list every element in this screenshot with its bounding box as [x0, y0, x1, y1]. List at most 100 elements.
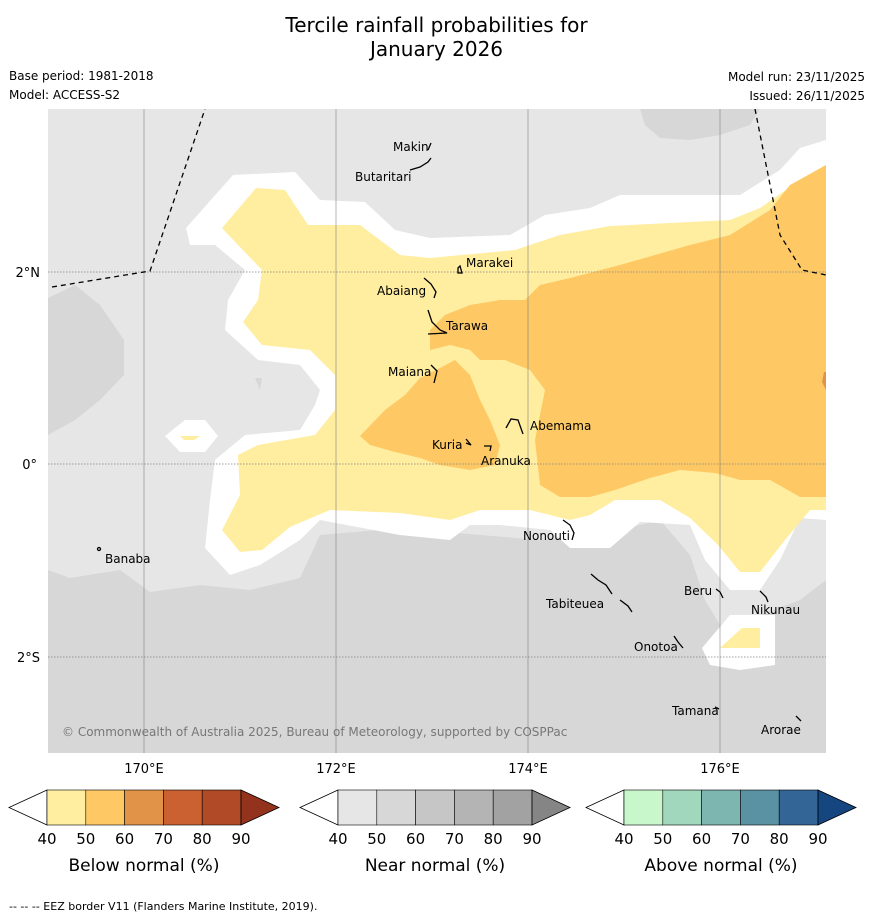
label-aranuka: Aranuka: [481, 454, 531, 468]
tabiteuea-island-shape: [590, 573, 633, 613]
eez-border-east: [754, 109, 826, 276]
eez-border-west: [51, 109, 206, 288]
abemama-island-shape: [505, 418, 524, 435]
colorbar-above-tick-label: 70: [731, 830, 750, 848]
colorbar-near-tick-label: 50: [367, 830, 386, 848]
banaba-island-shape: [96, 546, 102, 552]
colorbar-below-normal: 40 50 60 70 80 90 Below normal (%): [8, 789, 280, 876]
colorbar-below-tick-label: 70: [154, 830, 173, 848]
lon-label-172e: 172°E: [316, 762, 356, 777]
colorbar-above-tick-label: 50: [653, 830, 672, 848]
label-onotoa: Onotoa: [634, 640, 678, 654]
copyright-text: © Commonwealth of Australia 2025, Bureau…: [62, 725, 567, 739]
below-normal-small-south: [720, 628, 760, 648]
model-name: Model: ACCESS-S2: [9, 88, 121, 102]
label-arorae: Arorae: [761, 723, 801, 737]
onotoa-island-shape: [673, 635, 684, 649]
label-tarawa: Tarawa: [445, 319, 488, 333]
label-butaritari: Butaritari: [355, 170, 412, 184]
lat-label-0: 0°: [22, 458, 37, 473]
marakei-island-shape: [457, 264, 463, 274]
colorbar-above-under-triangle: [585, 789, 625, 826]
colorbar-near-label: Near normal (%): [365, 856, 505, 876]
longitude-labels: 170°E 172°E 174°E 176°E: [124, 762, 740, 777]
probability-regions: [48, 109, 826, 753]
nikunau-island-shape: [759, 590, 769, 603]
island-labels: Makin Butaritari Marakei Abaiang Tarawa …: [105, 140, 801, 737]
colorbar-below-segment: [163, 789, 203, 826]
colorbar-below-segment: [85, 789, 125, 826]
near-normal-50-region-north: [640, 109, 760, 140]
abaiang-island-shape: [423, 277, 437, 299]
colorbar-above-tick-label: 90: [808, 830, 827, 848]
colorbar-below-tick-label: 60: [115, 830, 134, 848]
colorbar-above-segment: [662, 789, 702, 826]
lat-label-2n: 2°N: [16, 266, 41, 281]
label-maiana: Maiana: [388, 365, 431, 379]
arorae-island-shape: [795, 715, 802, 722]
colorbar-near-tick-label: 70: [445, 830, 464, 848]
colorbar-near-segment: [454, 789, 494, 826]
colorbar-near-tick-label: 40: [328, 830, 347, 848]
colorbar-below-segment: [124, 789, 164, 826]
kuria-island-shape: [465, 438, 472, 446]
near-normal-50-region-south: [48, 520, 826, 753]
colorbar-above-segment: [778, 789, 819, 826]
beru-island-shape: [715, 588, 724, 599]
label-nonouti: Nonouti: [523, 529, 570, 543]
colorbar-below-over-triangle: [240, 789, 280, 826]
colorbar-near-segment: [492, 789, 533, 826]
label-tabiteuea: Tabiteuea: [545, 597, 604, 611]
colorbar-below-tick-label: 80: [193, 830, 212, 848]
colorbar-near-over-triangle: [531, 789, 571, 826]
map-title-line1: Tercile rainfall probabilities for: [285, 13, 588, 37]
below-normal-50-region-east: [430, 165, 826, 497]
gridlines: [48, 271, 826, 658]
colorbar-near-normal: 40 50 60 70 80 90 Near normal (%): [299, 789, 571, 876]
label-makin: Makin: [393, 140, 429, 154]
colorbar-above-label: Above normal (%): [644, 856, 797, 876]
lat-label-2s: 2°S: [17, 651, 40, 666]
lon-label-176e: 176°E: [700, 762, 740, 777]
colorbar-above-segment: [740, 789, 780, 826]
colorbar-above-segment: [623, 789, 664, 826]
colorbar-above-normal: 40 50 60 70 80 90 Above normal (%): [585, 789, 857, 876]
below-normal-60-sliver: [822, 372, 826, 390]
colorbar-above-tick-label: 80: [770, 830, 789, 848]
colorbar-near-tick-label: 90: [522, 830, 541, 848]
butaritari-island-shape: [409, 157, 432, 171]
label-beru: Beru: [684, 584, 712, 598]
maiana-island-shape: [430, 364, 438, 384]
eez-borders: [51, 109, 826, 288]
issued-date: Issued: 26/11/2025: [749, 89, 865, 103]
below-normal-small-west: [180, 436, 200, 440]
colorbar-near-tick-label: 80: [484, 830, 503, 848]
colorbar-near-segment: [376, 789, 416, 826]
nonouti-island-shape: [562, 519, 575, 541]
makin-island-shape: [427, 142, 432, 151]
tarawa-island-shape: [427, 309, 448, 335]
lon-label-170e: 170°E: [124, 762, 164, 777]
model-run-date: Model run: 23/11/2025: [727, 70, 865, 84]
near-normal-small-patch: [255, 378, 262, 390]
colorbar-below-under-triangle: [8, 789, 48, 826]
colorbar-below-label: Below normal (%): [69, 856, 220, 876]
colorbar-near-tick-label: 60: [406, 830, 425, 848]
label-marakei: Marakei: [466, 256, 513, 270]
label-kuria: Kuria: [432, 438, 463, 452]
colorbar-above-tick-label: 60: [692, 830, 711, 848]
colorbar-below-segment: [46, 789, 87, 826]
meridians: [143, 109, 721, 753]
colorbar-above-segment: [701, 789, 741, 826]
aranuka-island-shape: [484, 445, 492, 452]
colorbar-below-tick-label: 40: [37, 830, 56, 848]
island-shapes: [96, 142, 802, 722]
colorbar-above-tick-label: 40: [614, 830, 633, 848]
latitude-labels: 2°N 0° 2°S: [16, 266, 41, 666]
tamana-island-shape: [714, 706, 720, 710]
label-banaba: Banaba: [105, 552, 151, 566]
label-tamana: Tamana: [671, 704, 719, 718]
colorbar-below-tick-label: 90: [231, 830, 250, 848]
label-abemama: Abemama: [530, 419, 591, 433]
